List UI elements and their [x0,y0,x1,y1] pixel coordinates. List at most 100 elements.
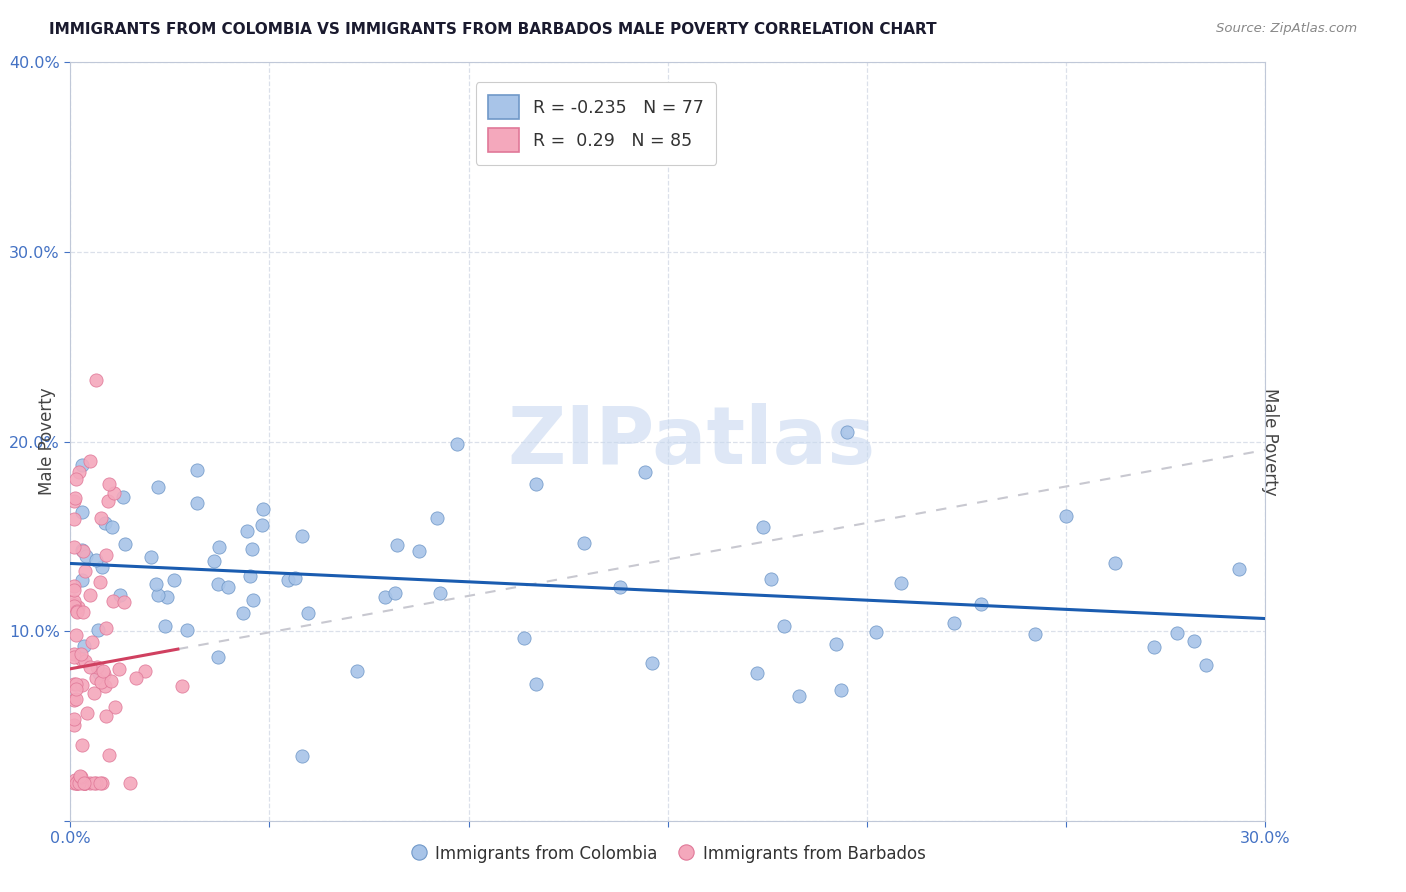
Point [63,649,86,664]
Point [524,677,547,691]
Point [1143,640,1166,654]
Point [91,559,114,574]
Point [63,712,86,726]
Point [66,776,89,790]
Point [86,660,108,674]
Point [90,776,112,790]
Point [235,524,257,539]
Point [170,679,193,693]
Point [1166,625,1188,640]
Point [66,776,89,790]
Point [824,637,846,651]
Point [63,541,86,555]
Point [865,624,887,639]
Point [297,606,319,620]
Point [70,573,93,587]
Point [84,671,107,685]
Point [101,520,124,534]
Point [118,776,141,790]
Point [89,574,111,589]
Point [65,604,87,618]
Point [75,549,97,563]
Point [186,496,208,510]
Point [70,678,93,692]
Point [107,662,129,676]
Point [66,605,89,619]
Point [1227,562,1250,576]
Point [139,550,162,565]
Point [207,577,229,591]
Point [63,597,86,611]
Text: ZIPatlas: ZIPatlas [508,402,876,481]
Point [63,717,86,731]
Point [79,454,101,468]
Point [94,516,117,531]
Point [67,772,90,787]
Point [186,463,208,477]
Point [73,776,96,790]
Point [232,606,254,620]
Point [94,549,117,563]
Point [84,373,107,387]
Point [98,477,121,491]
Point [112,490,135,504]
Point [91,664,114,678]
Point [63,693,86,707]
Point [70,505,93,519]
Point [148,588,170,602]
Point [163,574,186,588]
Point [1024,626,1046,640]
Point [70,738,93,752]
Point [125,672,148,686]
Point [70,776,93,790]
Point [830,683,852,698]
Point [114,536,136,550]
Point [1182,633,1205,648]
Point [63,491,86,505]
Point [291,529,314,543]
Point [67,776,90,790]
Point [572,536,595,550]
Point [512,631,534,645]
Point [63,582,86,597]
Y-axis label: Male Poverty: Male Poverty [38,388,56,495]
Point [96,621,118,635]
Point [385,538,408,552]
Point [284,571,307,585]
Point [79,776,101,790]
Point [67,465,90,479]
Point [72,605,94,619]
Point [75,776,97,790]
Point [148,480,170,494]
Point [70,458,93,472]
Point [87,665,110,680]
Point [70,652,93,666]
Point [83,776,105,790]
Point [634,465,657,479]
Point [408,544,430,558]
Point [63,776,86,790]
Point [63,647,86,661]
Point [1104,557,1126,571]
Text: Source: ZipAtlas.com: Source: ZipAtlas.com [1216,22,1357,36]
Point [446,437,468,451]
Point [943,615,966,630]
Point [65,677,87,691]
Point [63,599,86,613]
Point [63,511,86,525]
Point [156,590,179,604]
Point [82,635,104,649]
Point [425,511,447,525]
Point [207,650,229,665]
Point [72,544,94,558]
Point [73,640,96,654]
Point [208,540,231,554]
Point [75,564,97,578]
Point [75,776,97,790]
Point [103,486,125,500]
Point [70,543,93,558]
Point [73,654,96,668]
Point [176,623,198,637]
Point [65,472,87,486]
Point [134,664,156,678]
